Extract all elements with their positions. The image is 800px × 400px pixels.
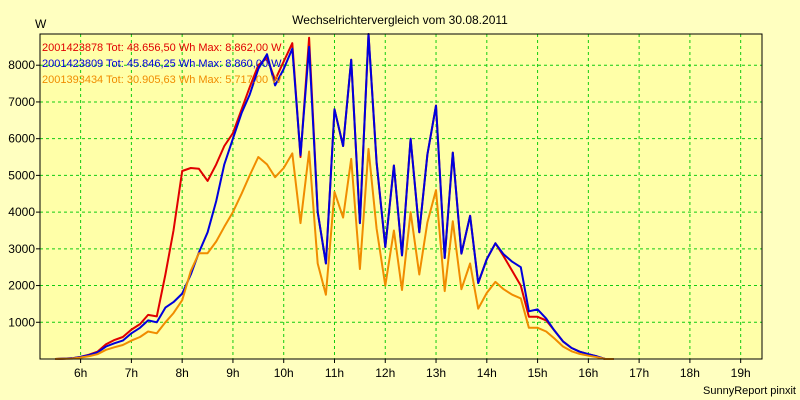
x-tick-label: 8h <box>175 366 188 380</box>
x-tick-label: 13h <box>426 366 446 380</box>
y-tick-label: 5000 <box>8 168 35 182</box>
x-tick-label: 14h <box>477 366 497 380</box>
x-tick-label: 19h <box>731 366 751 380</box>
chart-title: Wechselrichtervergleich vom 30.08.2011 <box>292 13 508 27</box>
y-tick-label: 3000 <box>8 242 35 256</box>
legend-entry-3: 2001393434 Tot: 30.905,63 Wh Max: 5.717,… <box>42 74 282 86</box>
series-line-2 <box>55 33 614 360</box>
footer-credit: SunnyReport pinxit <box>703 385 796 397</box>
legend: 2001423878 Tot: 48.656,50 Wh Max: 8.862,… <box>42 42 282 86</box>
x-tick-label: 6h <box>74 366 87 380</box>
y-tick-label: 6000 <box>8 132 35 146</box>
legend-entry-1: 2001423878 Tot: 48.656,50 Wh Max: 8.862,… <box>42 42 282 54</box>
plot-area <box>40 34 762 359</box>
series-line-3 <box>55 147 614 360</box>
x-tick-label: 11h <box>325 366 344 380</box>
y-axis: 1000 2000 3000 4000 5000 6000 7000 8000 <box>8 58 40 329</box>
series-layer <box>55 33 614 360</box>
x-tick-label: 12h <box>375 366 395 380</box>
y-tick-label: 1000 <box>8 315 35 329</box>
x-tick-label: 16h <box>578 366 598 380</box>
x-tick-label: 15h <box>528 366 548 380</box>
legend-entry-2: 2001423809 Tot: 45.846,25 Wh Max: 8.860,… <box>42 58 282 70</box>
y-axis-label: W <box>35 17 47 31</box>
y-tick-label: 8000 <box>8 58 35 72</box>
y-tick-label: 4000 <box>8 205 35 219</box>
plot-border <box>39 33 763 360</box>
x-tick-label: 10h <box>274 366 294 380</box>
y-tick-label: 7000 <box>8 95 35 109</box>
x-tick-label: 18h <box>680 366 700 380</box>
x-tick-label: 17h <box>629 366 649 380</box>
x-tick-label: 9h <box>226 366 239 380</box>
y-tick-label: 2000 <box>8 279 35 293</box>
x-axis: 6h 7h 8h 9h 10h 11h 12h 13h 14h 15h 16h 17h 18h 19h <box>74 359 751 380</box>
x-tick-label: 7h <box>125 366 138 380</box>
